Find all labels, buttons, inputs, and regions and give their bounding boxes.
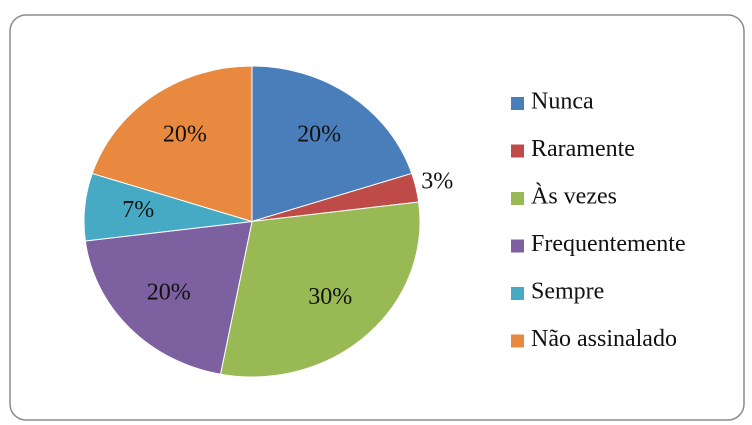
legend-swatch: [511, 144, 524, 158]
legend-label: Sempre: [531, 279, 604, 305]
data-label: 3%: [421, 169, 453, 195]
legend-label: Frequentemente: [531, 231, 686, 257]
legend-label: Não assinalado: [531, 326, 677, 352]
data-label: 20%: [147, 279, 191, 305]
pie-slice: [219, 201, 421, 378]
legend-swatch: [511, 287, 524, 300]
data-label: 20%: [297, 121, 341, 147]
data-label: 7%: [122, 197, 154, 223]
legend-swatch: [511, 192, 524, 205]
data-label: 30%: [308, 284, 352, 310]
pie-slice: [91, 65, 253, 223]
legend-swatch: [511, 97, 524, 110]
data-label: 20%: [163, 121, 207, 147]
legend-label: Raramente: [531, 136, 635, 162]
legend-label: Nunca: [531, 89, 594, 115]
legend-swatch: [511, 334, 524, 348]
pie-slice: [251, 65, 413, 223]
legend-label: Às vezes: [531, 184, 617, 210]
pie-slice: [84, 220, 253, 375]
legend-swatch: [511, 239, 524, 253]
